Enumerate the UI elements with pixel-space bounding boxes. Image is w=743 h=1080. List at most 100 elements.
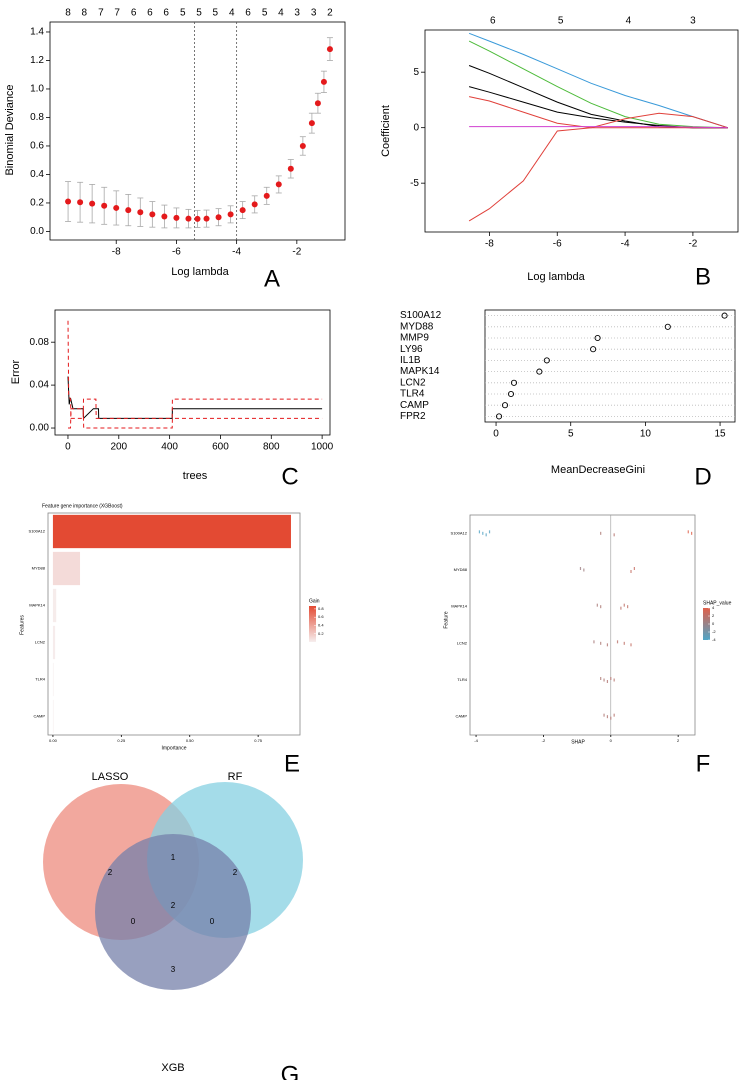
legend-title: SHAP_value bbox=[703, 600, 732, 606]
y-tick-label: 0.4 bbox=[30, 169, 44, 180]
category-label: S100A12 bbox=[29, 529, 46, 534]
top-axis-label: 4 bbox=[229, 8, 235, 19]
top-axis-label: 2 bbox=[327, 8, 333, 19]
point bbox=[251, 201, 258, 208]
category-label: LCN2 bbox=[457, 640, 468, 645]
point bbox=[161, 213, 168, 220]
y-tick-label: 0.04 bbox=[30, 380, 50, 391]
point bbox=[263, 192, 270, 199]
shap-point bbox=[633, 567, 635, 570]
x-tick-label: -4 bbox=[474, 738, 478, 743]
region-count: 2 bbox=[171, 901, 176, 910]
dot bbox=[501, 402, 509, 409]
shap-point bbox=[613, 533, 615, 537]
y-axis-title: Error bbox=[10, 359, 22, 384]
x-tick-label: 0 bbox=[610, 738, 613, 743]
x-tick-label: 15 bbox=[715, 429, 727, 440]
shap-point bbox=[488, 530, 491, 534]
series-line bbox=[468, 40, 728, 129]
shap-point bbox=[485, 533, 487, 537]
dot bbox=[543, 357, 550, 364]
colorbar-label: 2 bbox=[712, 613, 715, 618]
dot bbox=[507, 390, 515, 398]
shap-point bbox=[616, 640, 619, 644]
top-axis-label: 8 bbox=[65, 8, 71, 19]
x-tick-label: 1000 bbox=[311, 442, 334, 453]
shap-point bbox=[600, 605, 602, 609]
legend-title: Gain bbox=[309, 598, 320, 604]
panel-label: B bbox=[695, 263, 711, 290]
category-label: IL1B bbox=[400, 355, 421, 366]
point bbox=[287, 165, 294, 172]
region-count: 2 bbox=[233, 868, 238, 877]
x-tick-label: 0.00 bbox=[49, 738, 58, 743]
shap-point bbox=[600, 641, 602, 645]
category-label: TLR4 bbox=[400, 389, 425, 400]
x-axis-title: SHAP bbox=[571, 739, 585, 745]
shap-point bbox=[613, 678, 615, 682]
x-tick-label: 0.50 bbox=[186, 738, 195, 743]
x-tick-label: 0.75 bbox=[254, 738, 263, 743]
y-tick-label: -5 bbox=[410, 178, 419, 189]
y-tick-label: 0 bbox=[413, 122, 419, 133]
bar bbox=[52, 699, 54, 734]
region-count: 3 bbox=[171, 965, 176, 974]
shap-point bbox=[482, 531, 484, 535]
point bbox=[320, 78, 327, 85]
shap-point bbox=[603, 678, 605, 682]
x-axis-title: trees bbox=[183, 470, 208, 482]
x-tick-label: 5 bbox=[568, 429, 574, 440]
shap-point bbox=[606, 643, 609, 647]
y-tick-label: 0.8 bbox=[30, 112, 44, 123]
region-count: 0 bbox=[131, 917, 136, 926]
x-axis-title: Log lambda bbox=[171, 266, 229, 278]
category-label: MYD88 bbox=[454, 567, 468, 572]
point bbox=[299, 142, 306, 149]
x-tick-label: -2 bbox=[542, 738, 546, 743]
shap-point bbox=[600, 531, 602, 535]
shap-point bbox=[596, 603, 598, 607]
point bbox=[65, 198, 72, 205]
top-axis-label: 5 bbox=[212, 8, 218, 19]
x-tick-label: 600 bbox=[212, 442, 229, 453]
plot-frame bbox=[54, 309, 331, 436]
plot-frame bbox=[424, 29, 739, 233]
top-axis-label: 7 bbox=[114, 8, 120, 19]
shap-point bbox=[620, 606, 622, 610]
point bbox=[314, 100, 321, 107]
top-axis-label: 4 bbox=[626, 16, 632, 27]
shap-point bbox=[610, 677, 612, 680]
shap-point bbox=[691, 531, 693, 535]
shap-point bbox=[623, 641, 625, 645]
x-tick-label: -4 bbox=[232, 247, 241, 258]
dot bbox=[536, 368, 543, 375]
y-tick-label: 1.0 bbox=[30, 84, 44, 95]
category-label: LY96 bbox=[400, 344, 423, 355]
x-axis-title: Log lambda bbox=[527, 271, 585, 283]
region-count: 0 bbox=[210, 917, 215, 926]
y-axis-title: Binomial Deviance bbox=[4, 84, 16, 175]
x-axis-title: MeanDecreaseGini bbox=[551, 464, 645, 476]
top-axis-label: 5 bbox=[180, 8, 186, 19]
x-tick-label: -6 bbox=[553, 239, 562, 250]
category-label: FPR2 bbox=[400, 411, 426, 422]
category-label: LCN2 bbox=[400, 377, 426, 388]
bar bbox=[52, 588, 57, 623]
category-label: CAMP bbox=[33, 714, 45, 719]
y-tick-label: 0.2 bbox=[30, 198, 44, 209]
y-tick-label: 0.08 bbox=[30, 337, 50, 348]
point bbox=[149, 211, 156, 218]
top-axis-label: 6 bbox=[163, 8, 169, 19]
colorbar-label: 0 bbox=[712, 621, 715, 626]
x-tick-label: 400 bbox=[161, 442, 178, 453]
set-label: RF bbox=[228, 771, 243, 783]
category-label: S100A12 bbox=[400, 310, 442, 321]
category-label: LCN2 bbox=[35, 640, 46, 645]
panel-label: G bbox=[281, 1061, 300, 1080]
point bbox=[239, 207, 246, 214]
panel-label: C bbox=[281, 463, 298, 490]
point bbox=[77, 199, 84, 206]
category-label: MAPK14 bbox=[451, 604, 468, 609]
